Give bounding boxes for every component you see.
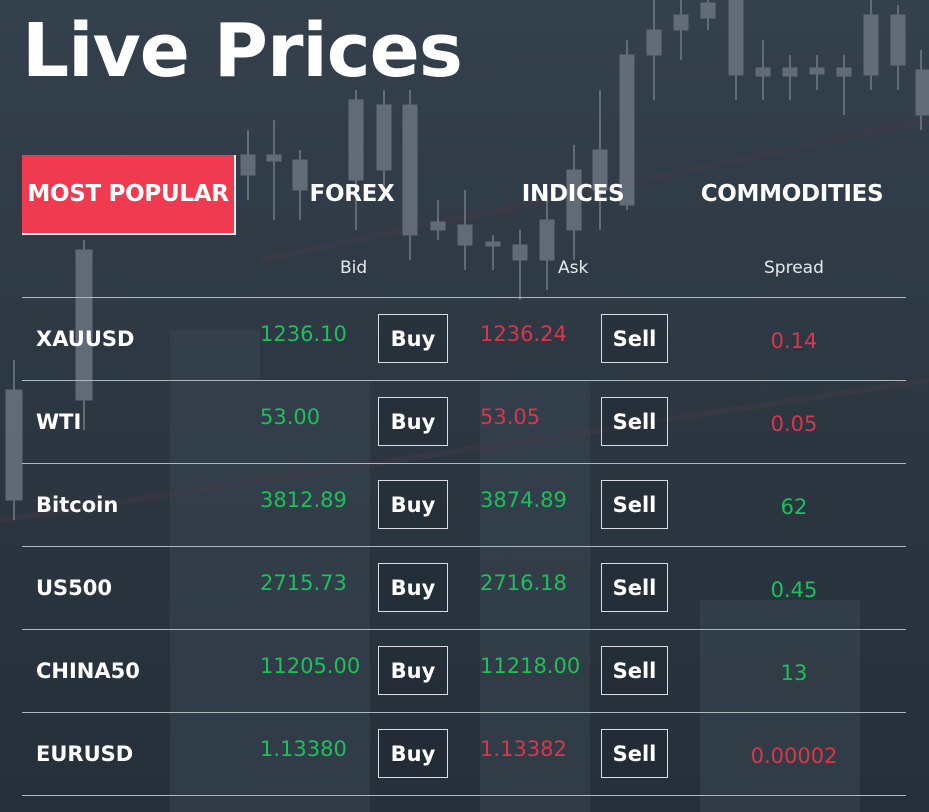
buy-button[interactable]: Buy xyxy=(378,314,448,363)
ask-price: 11218.00 xyxy=(480,654,581,678)
buy-button[interactable]: Buy xyxy=(378,563,448,612)
bid-price: 2715.73 xyxy=(260,571,347,595)
bid-price: 1.13380 xyxy=(260,737,347,761)
buy-button[interactable]: Buy xyxy=(378,397,448,446)
column-header-bid: Bid xyxy=(340,258,368,278)
table-row: EURUSD 1.13380 Buy 1.13382 Sell 0.00002 xyxy=(22,712,906,796)
table-row: US500 2715.73 Buy 2716.18 Sell 0.45 xyxy=(22,546,906,629)
sell-button[interactable]: Sell xyxy=(601,397,668,446)
market-tabs: MOST POPULAR FOREX INDICES COMMODITIES xyxy=(22,155,902,235)
spread-value: 62 xyxy=(780,495,808,519)
bid-price: 1236.10 xyxy=(260,322,347,346)
bid-price: 3812.89 xyxy=(260,488,347,512)
spread-value: 0.45 xyxy=(770,578,818,602)
ask-price: 1.13382 xyxy=(480,737,567,761)
instrument-symbol: Bitcoin xyxy=(36,493,119,517)
bid-price: 53.00 xyxy=(260,405,321,429)
spread-value: 0.05 xyxy=(770,412,818,436)
table-row: XAUUSD 1236.10 Buy 1236.24 Sell 0.14 xyxy=(22,297,906,380)
ask-price: 53.05 xyxy=(480,405,541,429)
spread-value: 0.00002 xyxy=(750,744,838,768)
spread-value: 0.14 xyxy=(770,329,818,353)
buy-button[interactable]: Buy xyxy=(378,646,448,695)
price-table: XAUUSD 1236.10 Buy 1236.24 Sell 0.14 WTI 53.00 B… xyxy=(22,297,906,796)
ask-price: 1236.24 xyxy=(480,322,567,346)
instrument-symbol: US500 xyxy=(36,576,113,600)
tab-most-popular[interactable]: MOST POPULAR xyxy=(22,155,236,235)
ask-price: 3874.89 xyxy=(480,488,567,512)
sell-button[interactable]: Sell xyxy=(601,314,668,363)
tab-forex[interactable]: FOREX xyxy=(309,181,395,207)
instrument-symbol: EURUSD xyxy=(36,742,134,766)
sell-button[interactable]: Sell xyxy=(601,646,668,695)
table-row: Bitcoin 3812.89 Buy 3874.89 Sell 62 xyxy=(22,463,906,546)
page-title: Live Prices xyxy=(22,8,463,94)
table-row: CHINA50 11205.00 Buy 11218.00 Sell 13 xyxy=(22,629,906,712)
tab-indices[interactable]: INDICES xyxy=(521,181,625,207)
sell-button[interactable]: Sell xyxy=(601,480,668,529)
sell-button[interactable]: Sell xyxy=(601,729,668,778)
tab-commodities[interactable]: COMMODITIES xyxy=(700,181,884,207)
sell-button[interactable]: Sell xyxy=(601,563,668,612)
column-header-ask: Ask xyxy=(558,258,589,278)
instrument-symbol: CHINA50 xyxy=(36,659,140,683)
spread-value: 13 xyxy=(780,661,808,685)
bid-price: 11205.00 xyxy=(260,654,361,678)
instrument-symbol: WTI xyxy=(36,410,82,434)
buy-button[interactable]: Buy xyxy=(378,480,448,529)
table-row: WTI 53.00 Buy 53.05 Sell 0.05 xyxy=(22,380,906,463)
column-header-spread: Spread xyxy=(764,258,824,278)
instrument-symbol: XAUUSD xyxy=(36,327,135,351)
buy-button[interactable]: Buy xyxy=(378,729,448,778)
ask-price: 2716.18 xyxy=(480,571,567,595)
